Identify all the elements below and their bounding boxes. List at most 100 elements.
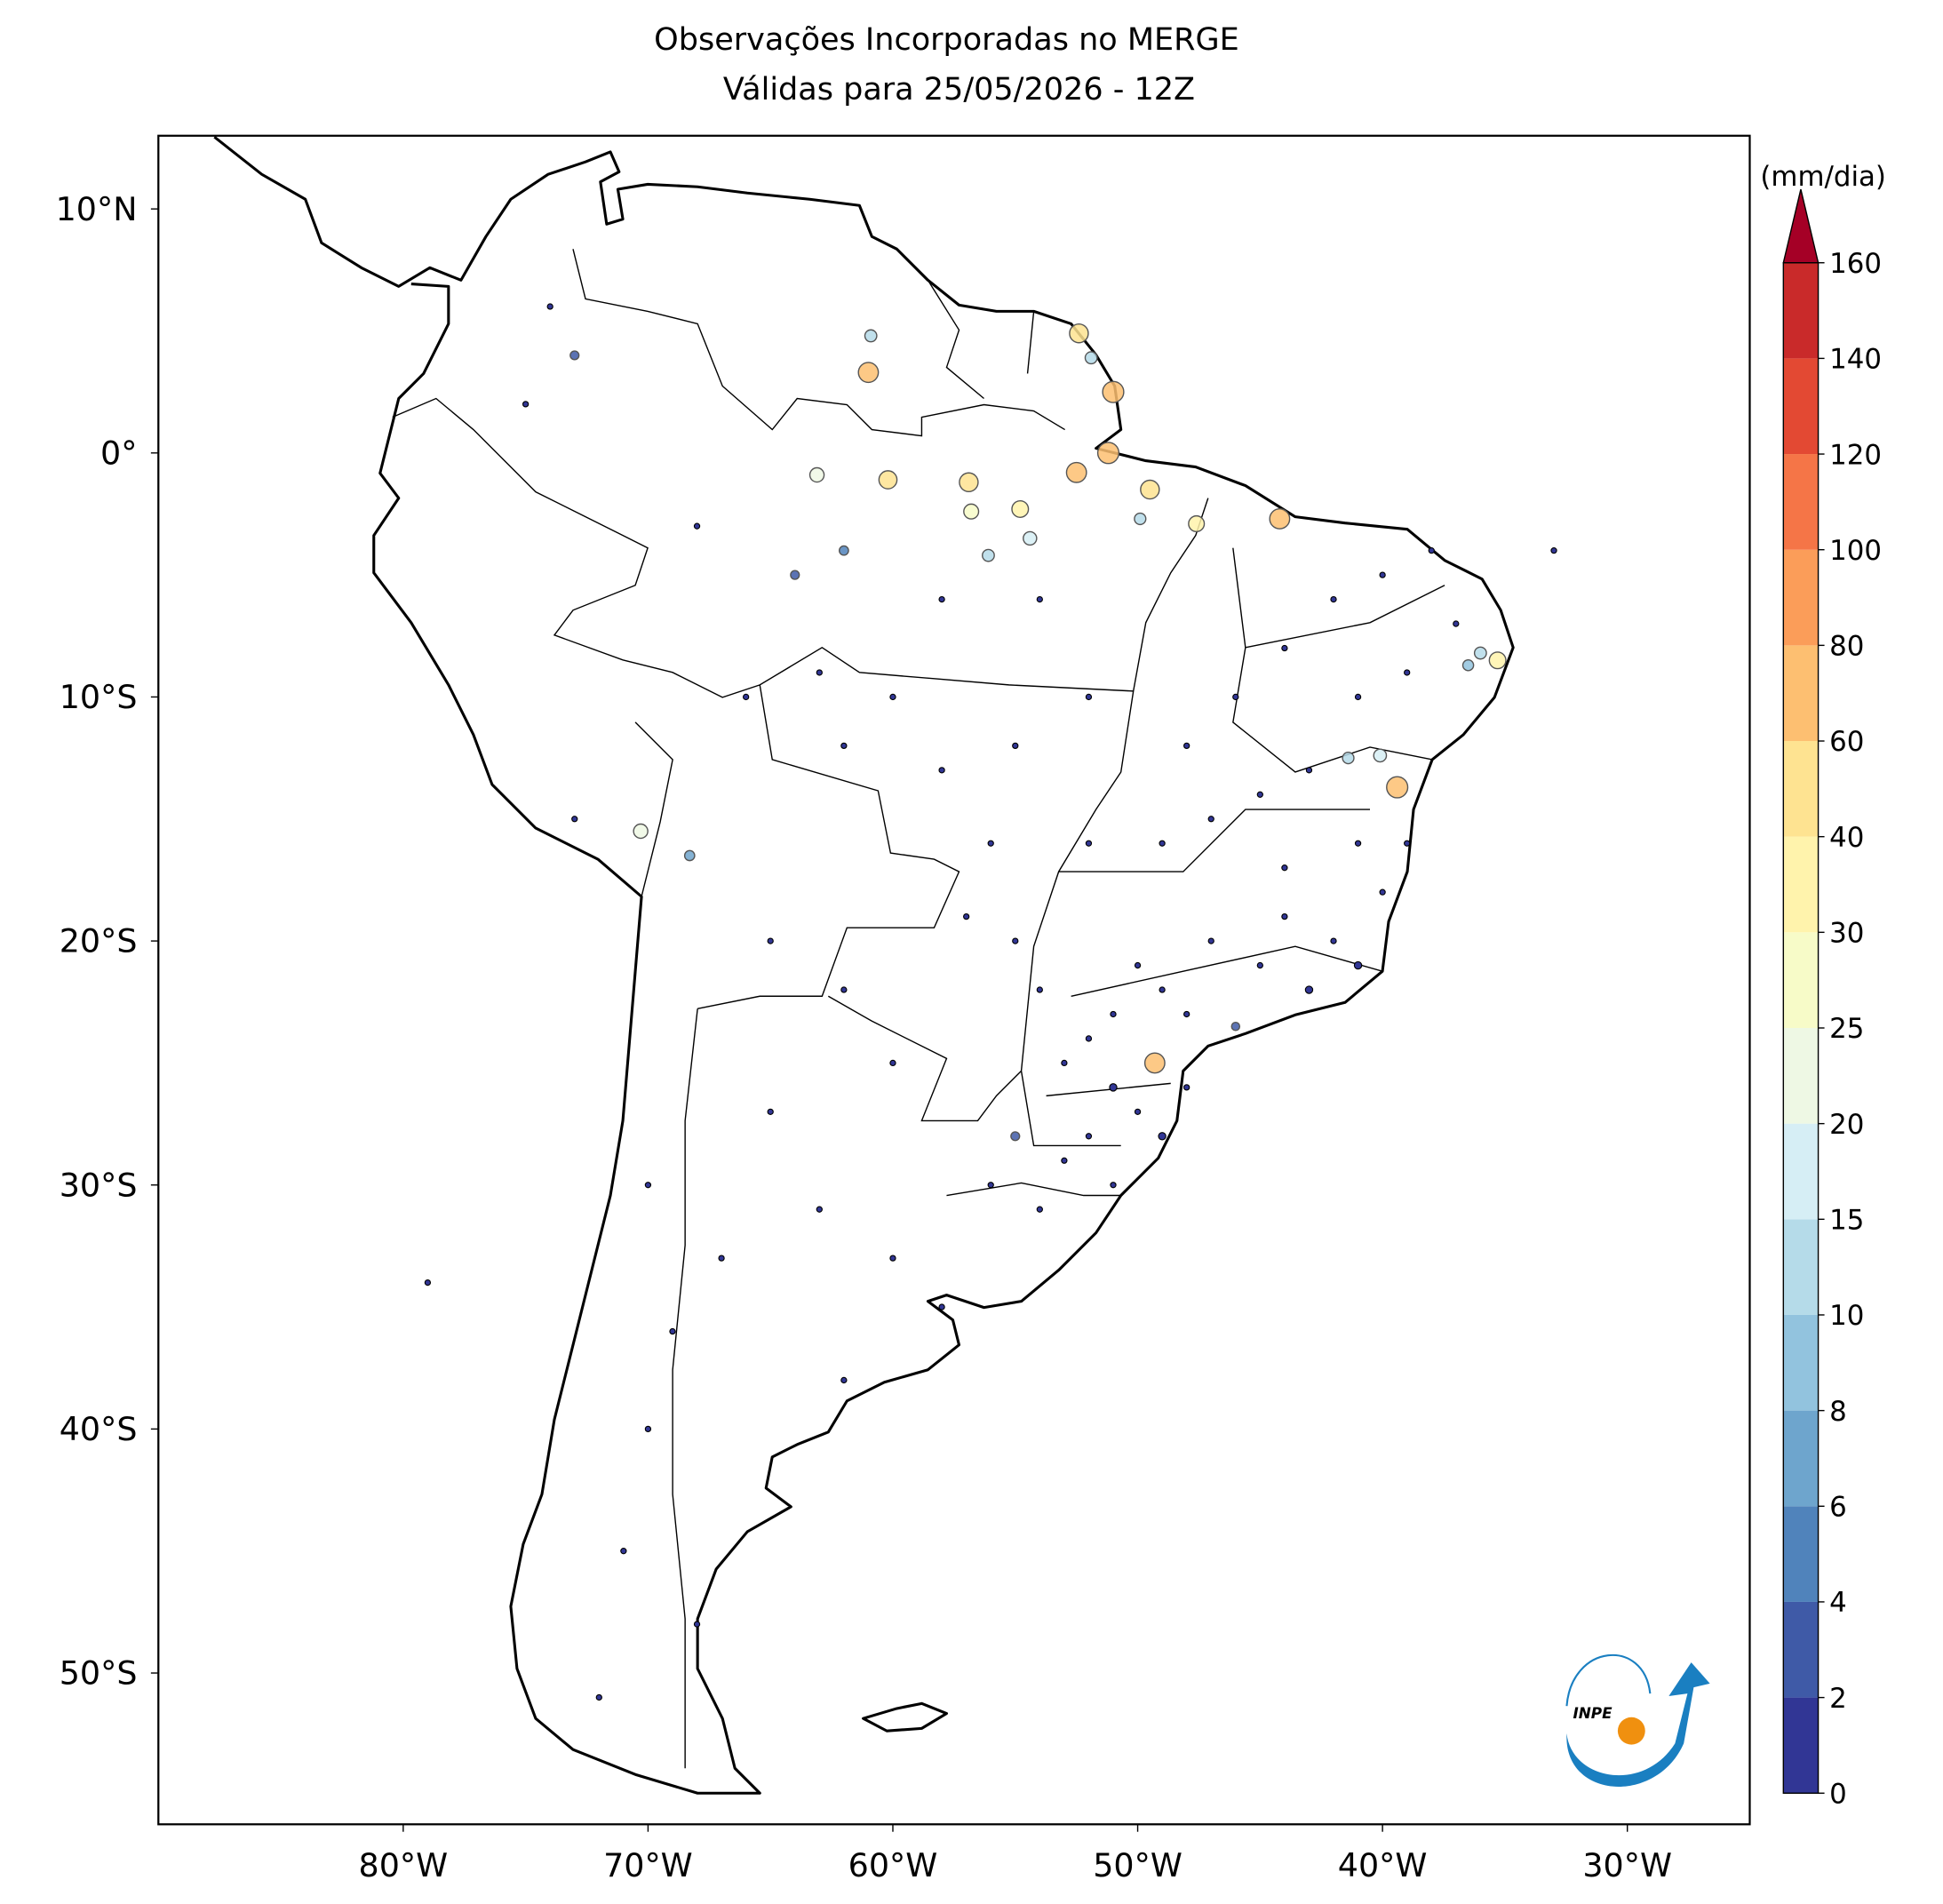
colorbar-segment <box>1783 741 1819 837</box>
colorbar-tick-label: 60 <box>1829 726 1864 758</box>
colorbar-label: (mm/dia) <box>1760 161 1886 193</box>
station <box>1232 693 1239 701</box>
station <box>1134 961 1142 969</box>
station <box>838 545 849 556</box>
station <box>963 912 970 920</box>
station <box>1256 961 1263 969</box>
station <box>595 1693 602 1701</box>
station <box>644 1425 652 1433</box>
station <box>1110 1010 1117 1018</box>
colorbar-segment <box>1783 932 1819 1028</box>
y-tick-label: 50°S <box>60 1654 138 1693</box>
x-tick-label: 30°W <box>1582 1846 1672 1884</box>
logo-text: INPE <box>1573 1704 1613 1722</box>
colorbar-segment <box>1783 358 1819 455</box>
station <box>1379 888 1386 896</box>
colorbar-tick-label: 0 <box>1829 1778 1847 1810</box>
title-line: Observações Incorporadas no MERGE <box>654 21 1239 58</box>
station <box>1159 840 1166 847</box>
station <box>1109 1083 1118 1092</box>
station <box>767 1108 774 1115</box>
station <box>1256 791 1263 798</box>
station <box>718 1255 725 1262</box>
station <box>1379 571 1386 578</box>
colorbar-tick-label: 160 <box>1829 248 1882 280</box>
station <box>1085 840 1093 847</box>
station <box>982 548 995 562</box>
x-tick-label: 40°W <box>1338 1846 1428 1884</box>
y-tick-label: 10°N <box>56 190 138 228</box>
logo: INPE <box>1565 1653 1710 1787</box>
station <box>1183 742 1190 750</box>
station <box>683 849 696 862</box>
station <box>889 1255 896 1262</box>
station <box>1183 1010 1190 1018</box>
station <box>620 1548 627 1555</box>
station <box>1183 1084 1190 1091</box>
station <box>1330 595 1337 603</box>
colorbar-segment <box>1783 1410 1819 1507</box>
station <box>840 986 848 993</box>
station <box>816 1206 823 1213</box>
station <box>1353 960 1363 970</box>
station <box>1085 693 1093 701</box>
colorbar-segment <box>1783 1506 1819 1602</box>
station <box>1188 514 1206 532</box>
falklands <box>862 1701 949 1733</box>
station <box>569 350 580 361</box>
station <box>1488 651 1507 670</box>
map-frame <box>157 134 1751 1826</box>
colorbar-tick-label: 6 <box>1829 1491 1847 1523</box>
station <box>1461 658 1475 672</box>
station <box>1010 1131 1021 1142</box>
station <box>1085 1133 1093 1140</box>
colorbar-tick-label: 15 <box>1829 1205 1864 1237</box>
station <box>1036 986 1043 993</box>
station <box>878 470 898 490</box>
station <box>987 1182 994 1189</box>
station <box>1330 937 1337 944</box>
station <box>1134 1108 1142 1115</box>
station <box>790 570 800 580</box>
y-tick-label: 10°S <box>60 678 138 716</box>
y-tick-label: 30°S <box>60 1166 138 1204</box>
colorbar-segment <box>1783 1601 1819 1698</box>
state-borders <box>1020 498 1445 1147</box>
station <box>938 595 945 603</box>
station <box>889 693 896 701</box>
colorbar-segment <box>1783 645 1819 742</box>
station <box>1012 742 1019 750</box>
station <box>1061 1157 1068 1164</box>
colorbar-segment <box>1783 836 1819 933</box>
colorbar-segment <box>1783 1697 1819 1794</box>
colorbar-tick-label: 100 <box>1829 535 1882 567</box>
station <box>938 767 945 774</box>
station <box>816 669 823 676</box>
station <box>1207 937 1214 944</box>
station <box>571 816 578 823</box>
station <box>644 1182 652 1189</box>
station <box>938 1303 945 1310</box>
x-tick-label: 70°W <box>603 1846 693 1884</box>
station <box>840 1376 848 1384</box>
colorbar-segment <box>1783 1027 1819 1124</box>
station <box>1373 748 1388 763</box>
station <box>1143 1052 1166 1074</box>
station <box>693 1621 701 1628</box>
station <box>857 362 880 384</box>
station <box>1102 380 1125 403</box>
colorbar-tick-label: 8 <box>1829 1396 1847 1428</box>
colorbar-extend <box>1782 188 1820 264</box>
station <box>1304 985 1314 994</box>
colorbar-segment <box>1783 549 1819 646</box>
station <box>987 840 994 847</box>
station <box>767 937 774 944</box>
station <box>963 503 980 520</box>
station <box>742 693 750 701</box>
station <box>1110 1182 1117 1189</box>
station <box>1084 351 1098 365</box>
logo-dot <box>1617 1717 1645 1745</box>
station <box>1386 776 1409 799</box>
station <box>808 466 825 483</box>
